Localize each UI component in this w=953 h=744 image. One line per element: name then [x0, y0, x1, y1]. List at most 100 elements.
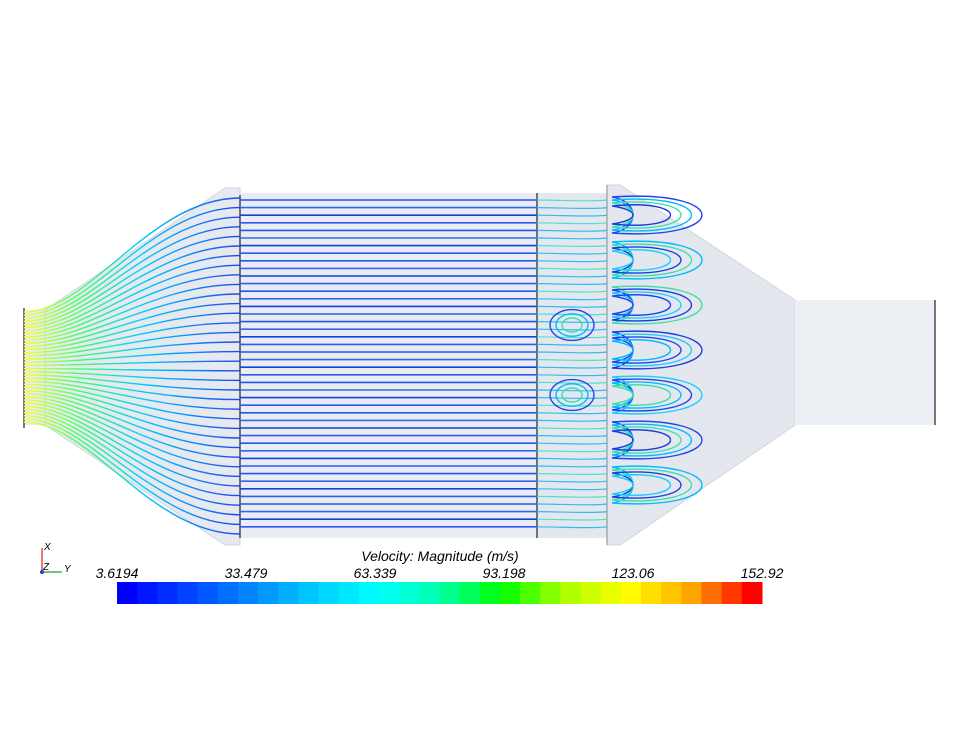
- substrate-block-2: [537, 193, 607, 538]
- streamline: [536, 450, 608, 453]
- outlet-pipe: [795, 300, 935, 425]
- legend-title: Velocity: Magnitude (m/s): [361, 548, 519, 564]
- substrate-streamlines: [240, 199, 608, 529]
- streamline: [23, 411, 241, 506]
- colorbar-swatch: [298, 582, 320, 604]
- streamline: [536, 267, 608, 270]
- streamline: [561, 387, 583, 403]
- streamline: [23, 405, 241, 487]
- streamline: [23, 389, 241, 439]
- inlet-cone: [44, 187, 241, 546]
- colorbar-swatch: [419, 582, 440, 604]
- colorbar-swatch: [499, 582, 521, 604]
- legend-tick-2: 63.339: [353, 565, 397, 581]
- streamline: [561, 317, 583, 333]
- streamline: [555, 383, 589, 407]
- streamline: [536, 313, 608, 316]
- colorbar-swatch: [641, 582, 662, 604]
- streamline: [536, 511, 608, 514]
- colorbar-swatch: [560, 582, 582, 604]
- inlet-streamlines: [23, 197, 241, 535]
- streamline: [536, 419, 608, 422]
- streamline: [536, 412, 608, 415]
- streamline: [23, 399, 241, 468]
- streamline: [23, 264, 241, 335]
- streamline: [23, 371, 241, 382]
- streamline: [536, 465, 608, 468]
- outlet-recirculation-streamlines: [549, 195, 703, 505]
- streamline: [23, 374, 241, 391]
- colorbar-swatch: [379, 582, 400, 604]
- streamline: [549, 378, 595, 412]
- legend-tick-0: 3.6194: [95, 565, 139, 581]
- outlet-streamlines: [700, 303, 935, 417]
- streamline: [23, 226, 241, 323]
- colorbar-swatch: [358, 582, 380, 604]
- streamline: [23, 206, 241, 316]
- streamline: [555, 313, 589, 337]
- streamline: [536, 237, 608, 240]
- streamline: [611, 204, 672, 226]
- streamline: [23, 393, 241, 449]
- streamline: [23, 197, 241, 313]
- streamline: [536, 214, 608, 217]
- streamline: [23, 377, 241, 401]
- streamline: [611, 294, 672, 316]
- streamline: [611, 249, 672, 271]
- streamline: [536, 290, 608, 293]
- streamline: [536, 336, 608, 339]
- axis-z-label: Z: [42, 562, 50, 573]
- streamline: [611, 384, 672, 406]
- streamline: [536, 199, 608, 202]
- streamline: [23, 283, 241, 341]
- streamline: [536, 442, 608, 445]
- streamline: [536, 495, 608, 498]
- colorbar-swatch: [580, 582, 602, 604]
- streamline: [23, 350, 241, 363]
- axis-x-label: X: [43, 542, 51, 553]
- streamline: [23, 396, 241, 458]
- streamline: [536, 343, 608, 346]
- legend-tick-3: 93.198: [482, 565, 526, 581]
- colorbar-swatch: [197, 582, 219, 604]
- colorbar-swatch: [318, 582, 340, 604]
- colorbar-swatch: [520, 582, 541, 604]
- legend-tick-5: 152.92: [740, 565, 784, 581]
- colorbar-swatch: [681, 582, 703, 604]
- streamline: [23, 386, 241, 430]
- streamline: [611, 429, 672, 451]
- legend-tick-4: 123.06: [611, 565, 655, 581]
- colorbar-swatch: [701, 582, 723, 604]
- streamline: [536, 359, 608, 362]
- streamline: [23, 216, 241, 319]
- streamline: [536, 245, 608, 248]
- streamline: [536, 298, 608, 301]
- colorbar-swatch: [338, 582, 360, 604]
- streamline: [536, 389, 608, 392]
- streamline: [23, 402, 241, 478]
- substrate-block-1: [240, 193, 537, 538]
- colorbar-swatch: [741, 582, 763, 604]
- axis-triad: X Z Y: [40, 542, 72, 575]
- streamline: [23, 367, 241, 372]
- streamline: [536, 275, 608, 278]
- streamline: [23, 341, 241, 360]
- streamline: [536, 473, 608, 476]
- streamline: [536, 366, 608, 369]
- streamline: [536, 328, 608, 331]
- legend-tick-1: 33.479: [224, 565, 268, 581]
- streamline: [23, 408, 241, 497]
- streamline: [536, 480, 608, 483]
- streamline: [536, 252, 608, 255]
- streamline: [23, 383, 241, 420]
- colorbar-swatch: [237, 582, 259, 604]
- colorbar-swatch: [439, 582, 461, 604]
- streamline: [536, 457, 608, 460]
- streamline: [23, 245, 241, 329]
- streamline: [611, 339, 672, 361]
- streamline: [23, 312, 241, 351]
- streamline: [536, 518, 608, 521]
- colorbar-swatch: [258, 582, 279, 604]
- streamline: [23, 418, 241, 526]
- streamline: [23, 331, 241, 357]
